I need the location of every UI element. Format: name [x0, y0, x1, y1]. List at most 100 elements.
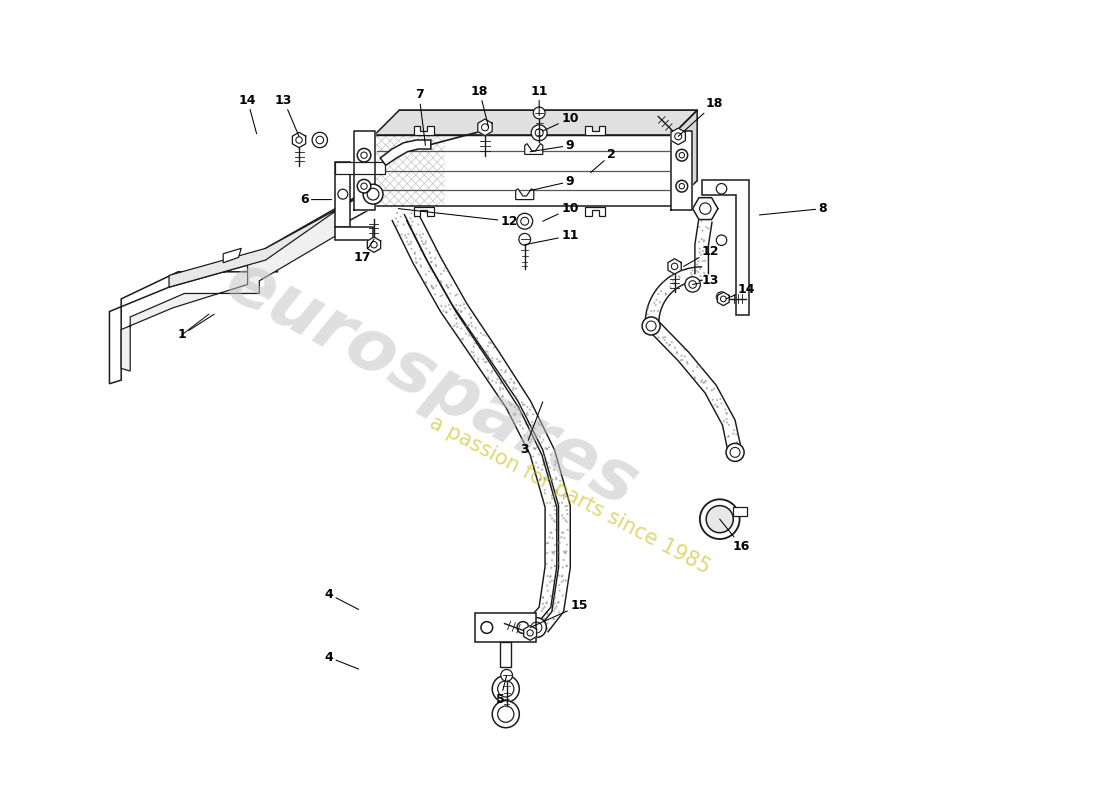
Circle shape — [500, 369, 503, 371]
Circle shape — [513, 386, 515, 389]
Circle shape — [485, 350, 487, 352]
Circle shape — [446, 311, 448, 314]
Circle shape — [486, 370, 488, 371]
Circle shape — [701, 379, 703, 382]
Circle shape — [542, 464, 544, 466]
Circle shape — [493, 346, 495, 349]
Circle shape — [430, 257, 432, 259]
Circle shape — [487, 345, 490, 347]
Circle shape — [502, 388, 504, 390]
Circle shape — [535, 614, 537, 616]
Circle shape — [510, 404, 513, 406]
Circle shape — [672, 282, 674, 284]
Circle shape — [482, 358, 484, 361]
Circle shape — [714, 404, 716, 406]
Circle shape — [312, 132, 328, 148]
Circle shape — [542, 607, 544, 610]
Circle shape — [442, 310, 444, 312]
Circle shape — [563, 537, 565, 539]
Circle shape — [434, 249, 437, 251]
Circle shape — [564, 519, 567, 522]
Circle shape — [543, 492, 546, 494]
Circle shape — [541, 469, 543, 470]
Polygon shape — [585, 126, 605, 134]
Circle shape — [499, 382, 502, 385]
Circle shape — [543, 606, 546, 608]
Circle shape — [691, 276, 693, 278]
Polygon shape — [336, 162, 351, 226]
Text: 6: 6 — [300, 193, 331, 206]
Circle shape — [553, 495, 556, 498]
Text: 14: 14 — [239, 94, 256, 134]
Circle shape — [706, 506, 734, 533]
Polygon shape — [399, 110, 697, 181]
Circle shape — [564, 505, 567, 507]
Circle shape — [554, 462, 557, 465]
Text: 12: 12 — [398, 209, 518, 228]
Circle shape — [532, 622, 534, 624]
Circle shape — [558, 574, 560, 577]
Circle shape — [546, 602, 548, 605]
Circle shape — [539, 424, 541, 426]
Circle shape — [456, 326, 459, 328]
Polygon shape — [585, 207, 605, 216]
Circle shape — [502, 395, 504, 398]
Circle shape — [551, 537, 553, 539]
Circle shape — [454, 294, 456, 297]
Circle shape — [551, 517, 553, 519]
Circle shape — [430, 285, 432, 286]
Circle shape — [500, 670, 513, 682]
Circle shape — [551, 551, 553, 553]
Circle shape — [483, 334, 485, 336]
Polygon shape — [336, 226, 373, 240]
Circle shape — [486, 351, 488, 353]
Circle shape — [679, 277, 681, 279]
Circle shape — [647, 314, 649, 315]
Circle shape — [703, 271, 705, 274]
Circle shape — [465, 325, 468, 327]
Circle shape — [499, 360, 502, 362]
Circle shape — [448, 286, 450, 289]
Circle shape — [563, 551, 565, 554]
Circle shape — [546, 612, 548, 614]
Circle shape — [430, 261, 432, 263]
Circle shape — [410, 225, 412, 226]
Circle shape — [487, 378, 490, 380]
Circle shape — [554, 477, 557, 479]
Circle shape — [703, 241, 705, 242]
Circle shape — [414, 215, 416, 218]
Circle shape — [547, 448, 549, 450]
Circle shape — [500, 376, 503, 378]
Circle shape — [469, 313, 471, 315]
Polygon shape — [734, 506, 747, 515]
Polygon shape — [717, 292, 729, 306]
Circle shape — [519, 234, 530, 245]
Circle shape — [526, 412, 528, 414]
Circle shape — [461, 310, 463, 313]
Circle shape — [550, 595, 552, 597]
Circle shape — [559, 542, 561, 544]
Circle shape — [471, 350, 473, 353]
Circle shape — [698, 226, 701, 228]
Polygon shape — [525, 144, 542, 154]
Circle shape — [549, 502, 551, 504]
Circle shape — [532, 455, 535, 458]
Circle shape — [704, 260, 706, 262]
Circle shape — [444, 305, 447, 307]
Circle shape — [515, 395, 517, 398]
Circle shape — [415, 262, 417, 263]
Circle shape — [535, 448, 537, 450]
Circle shape — [733, 429, 735, 431]
Circle shape — [441, 294, 443, 296]
Circle shape — [728, 424, 730, 426]
Circle shape — [419, 264, 421, 266]
Circle shape — [538, 423, 540, 426]
Circle shape — [470, 316, 472, 318]
Circle shape — [546, 448, 548, 450]
Circle shape — [524, 404, 526, 406]
Circle shape — [403, 223, 405, 226]
Circle shape — [674, 346, 676, 349]
Circle shape — [519, 424, 521, 426]
Circle shape — [462, 338, 464, 340]
Circle shape — [696, 263, 698, 266]
